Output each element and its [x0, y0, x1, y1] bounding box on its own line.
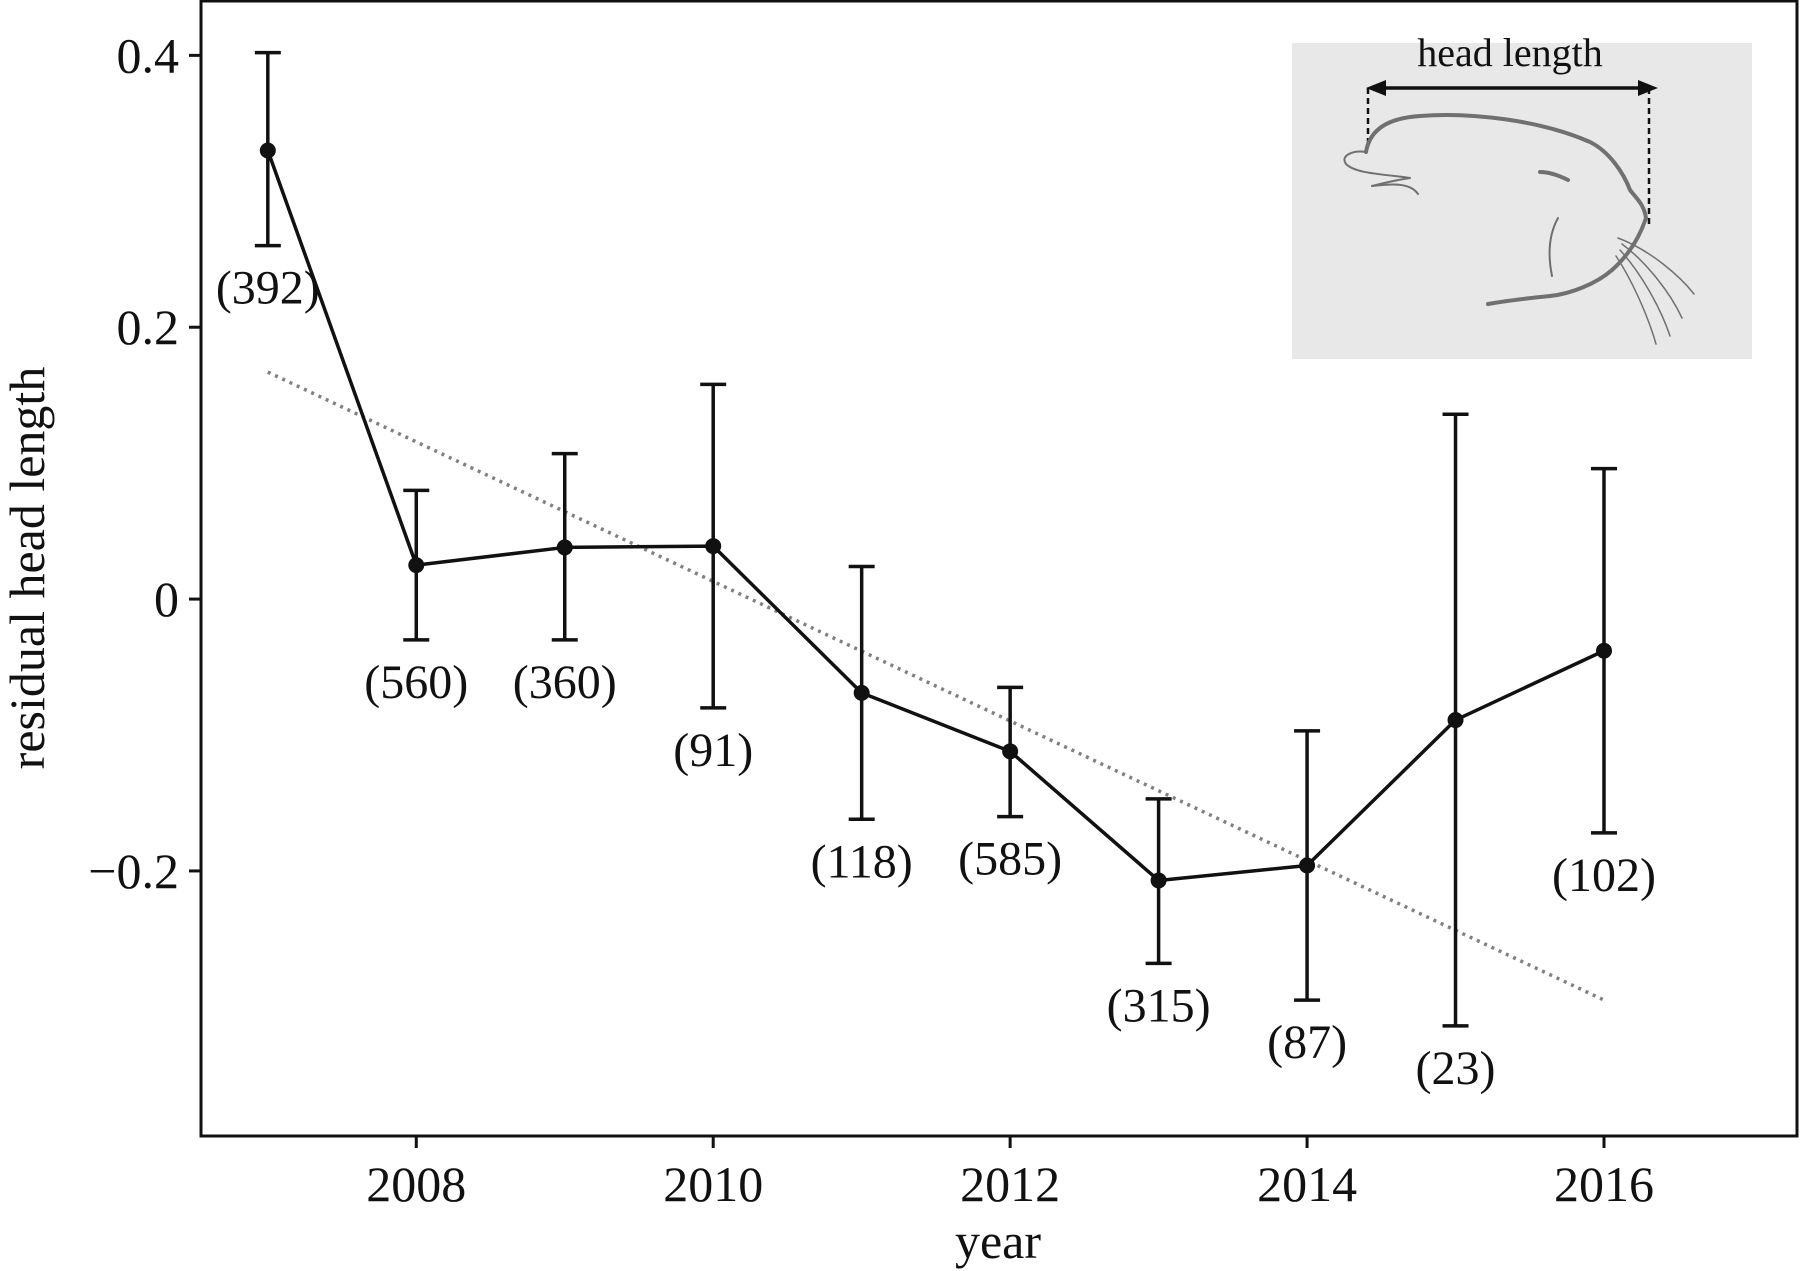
data-point — [705, 538, 722, 555]
sample-size-label: (87) — [1267, 1016, 1347, 1069]
sample-size-label: (392) — [216, 262, 320, 315]
sample-size-label: (91) — [673, 724, 753, 777]
x-tick-label: 2014 — [1257, 1156, 1357, 1212]
data-point — [853, 684, 870, 701]
y-tick-label: −0.2 — [88, 843, 179, 899]
plot-frame — [199, 0, 1799, 1138]
series-layer — [254, 50, 1617, 1028]
data-point — [1002, 743, 1019, 760]
sample-size-label: (585) — [958, 833, 1062, 886]
sample-size-label: (560) — [364, 656, 468, 709]
count-label-layer: (392) (560) (360) (91) (118) (585) (315) (87) (2… — [216, 262, 1656, 1095]
series-line — [266, 149, 1605, 883]
trend-line — [267, 370, 1605, 1002]
y-tick-label: 0.2 — [117, 299, 180, 355]
x-tick-label: 2010 — [663, 1156, 763, 1212]
x-axis-label: year — [955, 1213, 1041, 1269]
data-point — [556, 539, 573, 556]
data-point — [408, 557, 425, 574]
sample-size-label: (360) — [513, 656, 617, 709]
y-tick-label: 0 — [154, 571, 179, 627]
data-point — [259, 142, 276, 159]
x-tick-label: 2012 — [960, 1156, 1060, 1212]
data-point — [1595, 642, 1612, 659]
data-point — [1299, 857, 1316, 874]
animal-head-drawing — [1343, 113, 1695, 345]
y-axis: −0.2 0 0.2 0.4 — [88, 27, 201, 899]
x-axis: 2008 2010 2012 2014 2016 — [366, 1136, 1654, 1212]
data-point — [1447, 712, 1464, 729]
y-tick-label: 0.4 — [117, 27, 180, 83]
inset-arrow-left-head — [1366, 80, 1386, 96]
data-point — [1150, 872, 1167, 889]
x-tick-label: 2008 — [366, 1156, 466, 1212]
inset-label: head length — [1417, 30, 1603, 75]
sample-size-label: (315) — [1107, 979, 1211, 1032]
inset-background — [1292, 43, 1752, 359]
inset-head-length: head length — [1292, 30, 1752, 359]
sample-size-label: (23) — [1416, 1042, 1496, 1095]
y-axis-label: residual head length — [0, 367, 55, 770]
sample-size-label: (118) — [811, 835, 913, 888]
trend-layer — [267, 370, 1605, 1002]
sample-size-label: (102) — [1552, 849, 1656, 902]
x-tick-label: 2016 — [1554, 1156, 1654, 1212]
